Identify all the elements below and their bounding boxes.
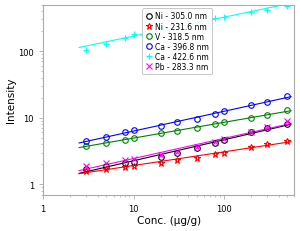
X-axis label: Conc. (μg/g): Conc. (μg/g) [137, 216, 201, 225]
Ca - 422.6 nm [175, 24, 178, 27]
Ni - 305.0 nm [266, 127, 269, 130]
Ni - 305.0 nm [214, 142, 217, 145]
Ni - 305.0 nm [195, 147, 199, 150]
Ca - 396.8 nm [132, 129, 135, 132]
V - 318.5 nm [85, 145, 88, 147]
Ni - 231.6 nm [132, 165, 135, 167]
Ni - 231.6 nm [123, 165, 127, 168]
Pb - 283.3 nm [250, 131, 253, 133]
Ca - 396.8 nm [222, 110, 226, 113]
Line: V - 318.5 nm: V - 318.5 nm [83, 108, 290, 149]
Ca - 422.6 nm [195, 21, 199, 24]
V - 318.5 nm [104, 142, 108, 145]
Line: Ni - 305.0 nm: Ni - 305.0 nm [83, 122, 290, 172]
Ni - 305.0 nm [132, 160, 135, 163]
Y-axis label: Intensity: Intensity [6, 78, 16, 123]
Ni - 305.0 nm [123, 162, 127, 164]
V - 318.5 nm [250, 117, 253, 120]
Pb - 283.3 nm [222, 138, 226, 141]
Ni - 305.0 nm [159, 156, 163, 158]
Ca - 422.6 nm [214, 18, 217, 21]
V - 318.5 nm [175, 130, 178, 133]
Ca - 396.8 nm [195, 118, 199, 121]
Pb - 283.3 nm [286, 121, 289, 123]
Ca - 422.6 nm [286, 5, 289, 8]
V - 318.5 nm [132, 137, 135, 140]
Ni - 305.0 nm [286, 123, 289, 126]
Line: Ni - 231.6 nm: Ni - 231.6 nm [83, 138, 291, 174]
Ni - 231.6 nm [195, 157, 199, 160]
Ca - 396.8 nm [286, 95, 289, 98]
Ni - 231.6 nm [222, 152, 226, 154]
V - 318.5 nm [286, 109, 289, 112]
Pb - 283.3 nm [175, 151, 178, 153]
Ni - 231.6 nm [159, 162, 163, 164]
Ni - 231.6 nm [175, 159, 178, 162]
Pb - 283.3 nm [195, 146, 199, 149]
Ca - 396.8 nm [104, 136, 108, 138]
Pb - 283.3 nm [214, 141, 217, 144]
Legend: Ni - 305.0 nm, Ni - 231.6 nm, V - 318.5 nm, Ca - 396.8 nm, Ca - 422.6 nm, Pb - 2: Ni - 305.0 nm, Ni - 231.6 nm, V - 318.5 … [142, 9, 212, 75]
V - 318.5 nm [195, 127, 199, 130]
V - 318.5 nm [222, 122, 226, 124]
V - 318.5 nm [214, 123, 217, 126]
Ca - 396.8 nm [123, 131, 127, 134]
V - 318.5 nm [266, 114, 269, 117]
Line: Ca - 422.6 nm: Ca - 422.6 nm [83, 3, 291, 54]
Ca - 422.6 nm [132, 33, 135, 36]
Ni - 305.0 nm [175, 152, 178, 154]
Ni - 231.6 nm [104, 168, 108, 171]
Ni - 231.6 nm [286, 140, 289, 143]
Ca - 422.6 nm [222, 16, 226, 19]
Ni - 305.0 nm [85, 168, 88, 171]
Pb - 283.3 nm [266, 126, 269, 129]
Pb - 283.3 nm [159, 153, 163, 156]
Ni - 231.6 nm [214, 152, 217, 155]
Ni - 231.6 nm [250, 146, 253, 149]
V - 318.5 nm [159, 133, 163, 135]
Pb - 283.3 nm [104, 162, 108, 164]
Ni - 231.6 nm [266, 143, 269, 146]
Ca - 422.6 nm [104, 43, 108, 46]
Ni - 305.0 nm [222, 139, 226, 141]
Ni - 305.0 nm [250, 131, 253, 134]
Pb - 283.3 nm [123, 159, 127, 162]
Line: Pb - 283.3 nm: Pb - 283.3 nm [83, 119, 291, 170]
Ni - 305.0 nm [104, 165, 108, 167]
Ca - 396.8 nm [175, 122, 178, 124]
Pb - 283.3 nm [85, 165, 88, 167]
Ca - 396.8 nm [85, 140, 88, 143]
Ca - 422.6 nm [266, 9, 269, 12]
Ca - 396.8 nm [214, 113, 217, 116]
Ca - 396.8 nm [159, 125, 163, 128]
Ca - 396.8 nm [266, 101, 269, 103]
Ca - 422.6 nm [159, 28, 163, 30]
Pb - 283.3 nm [132, 158, 135, 161]
V - 318.5 nm [123, 139, 127, 141]
Ni - 231.6 nm [85, 170, 88, 172]
Ca - 422.6 nm [250, 12, 253, 15]
Line: Ca - 396.8 nm: Ca - 396.8 nm [83, 94, 290, 144]
Ca - 422.6 nm [85, 49, 88, 52]
Ca - 396.8 nm [250, 104, 253, 107]
Ca - 422.6 nm [123, 37, 127, 40]
